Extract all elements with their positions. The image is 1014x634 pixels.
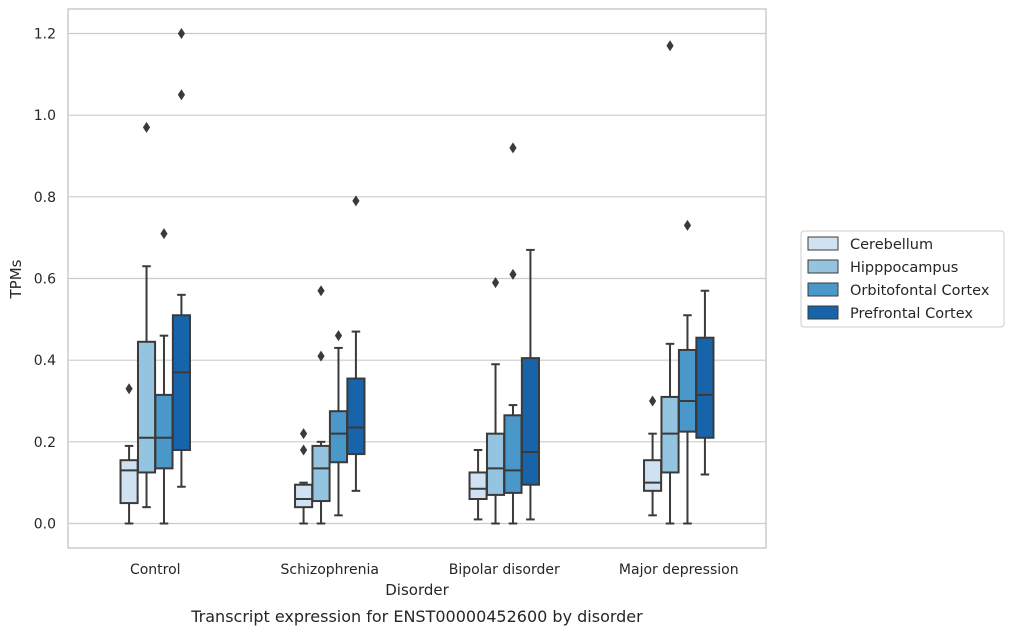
legend-swatch bbox=[807, 305, 839, 320]
y-tick-label: 0.4 bbox=[34, 353, 56, 369]
outlier-point bbox=[142, 121, 151, 133]
legend-label: Orbitofontal Cortex bbox=[850, 283, 990, 299]
box-iqr bbox=[154, 393, 174, 470]
y-tick-label: 1.0 bbox=[34, 108, 56, 124]
outlier-point bbox=[509, 268, 517, 280]
outlier-point bbox=[334, 330, 343, 342]
box-iqr bbox=[643, 459, 663, 492]
box-iqr bbox=[294, 483, 314, 509]
outlier-point bbox=[491, 277, 500, 289]
outlier-point bbox=[299, 428, 308, 440]
series-orbitofontal-cortex bbox=[154, 142, 698, 525]
box bbox=[328, 330, 349, 517]
box-iqr bbox=[346, 377, 366, 456]
x-tick-labels: Control Schizophrenia Bipolar disorder Majo… bbox=[130, 562, 739, 578]
box-iqr bbox=[171, 314, 191, 451]
x-tick-label: Schizophrenia bbox=[281, 562, 379, 578]
box bbox=[520, 248, 540, 521]
box bbox=[136, 121, 157, 509]
outlier-point bbox=[160, 228, 168, 240]
box bbox=[171, 28, 191, 488]
series-hipppocampus bbox=[136, 40, 680, 525]
box bbox=[677, 219, 698, 525]
box-series bbox=[119, 28, 715, 525]
legend-swatch bbox=[807, 282, 839, 297]
box bbox=[695, 289, 715, 476]
box-iqr bbox=[119, 459, 139, 505]
outlier-point bbox=[352, 195, 360, 207]
box-iqr bbox=[485, 432, 506, 496]
outlier-point bbox=[666, 40, 674, 52]
box bbox=[485, 277, 506, 525]
outlier-point bbox=[299, 444, 308, 456]
series-prefrontal-cortex bbox=[171, 28, 715, 521]
legend: Cerebellum Hipppocampus Orbitofontal Corte… bbox=[800, 230, 1005, 328]
box-iqr bbox=[311, 444, 331, 503]
x-tick-label: Bipolar disorder bbox=[449, 562, 560, 578]
y-tick-label: 0.6 bbox=[34, 272, 56, 288]
x-tick-label: Major depression bbox=[619, 562, 739, 578]
outlier-point bbox=[317, 285, 325, 297]
outlier-point bbox=[177, 89, 186, 101]
legend-label: Cerebellum bbox=[850, 237, 933, 253]
y-tick-labels: 0.0 0.2 0.4 0.6 0.8 1.0 1.2 bbox=[34, 27, 56, 533]
outlier-point bbox=[648, 395, 657, 407]
box-iqr bbox=[328, 410, 349, 464]
outlier-point bbox=[177, 28, 186, 39]
box bbox=[468, 449, 488, 521]
legend-label: Prefrontal Cortex bbox=[850, 306, 973, 322]
box bbox=[346, 195, 366, 492]
legend-swatch bbox=[807, 236, 839, 251]
box bbox=[660, 40, 680, 525]
box-iqr bbox=[660, 395, 680, 474]
outlier-point bbox=[683, 219, 692, 231]
y-tick-label: 0.2 bbox=[34, 435, 56, 451]
y-tick-label: 0.8 bbox=[34, 190, 56, 206]
legend-swatch bbox=[807, 259, 839, 274]
box bbox=[311, 285, 331, 525]
box-iqr bbox=[136, 340, 157, 474]
box bbox=[643, 395, 663, 517]
plot-area-frame bbox=[67, 8, 767, 549]
box-iqr bbox=[520, 357, 540, 486]
box-iqr bbox=[468, 471, 488, 501]
box-iqr bbox=[503, 414, 523, 494]
chart-caption: Transcript expression for ENST0000045260… bbox=[190, 607, 643, 626]
outlier-point bbox=[509, 142, 517, 154]
outlier-point bbox=[125, 383, 133, 395]
y-tick-label: 1.2 bbox=[34, 27, 56, 43]
x-axis-label: Disorder bbox=[385, 581, 449, 599]
y-tick-label: 0.0 bbox=[34, 517, 56, 533]
box bbox=[503, 142, 523, 525]
box bbox=[294, 428, 314, 525]
x-tick-label: Control bbox=[130, 562, 181, 578]
box bbox=[154, 228, 174, 525]
legend-label: Hipppocampus bbox=[850, 260, 958, 276]
y-axis-label: TPMs bbox=[7, 259, 25, 299]
box-iqr bbox=[695, 336, 715, 439]
series-cerebellum bbox=[119, 383, 663, 525]
box-iqr bbox=[677, 348, 698, 433]
outlier-point bbox=[317, 350, 325, 362]
legend-frame bbox=[800, 230, 1005, 328]
box bbox=[119, 383, 139, 525]
